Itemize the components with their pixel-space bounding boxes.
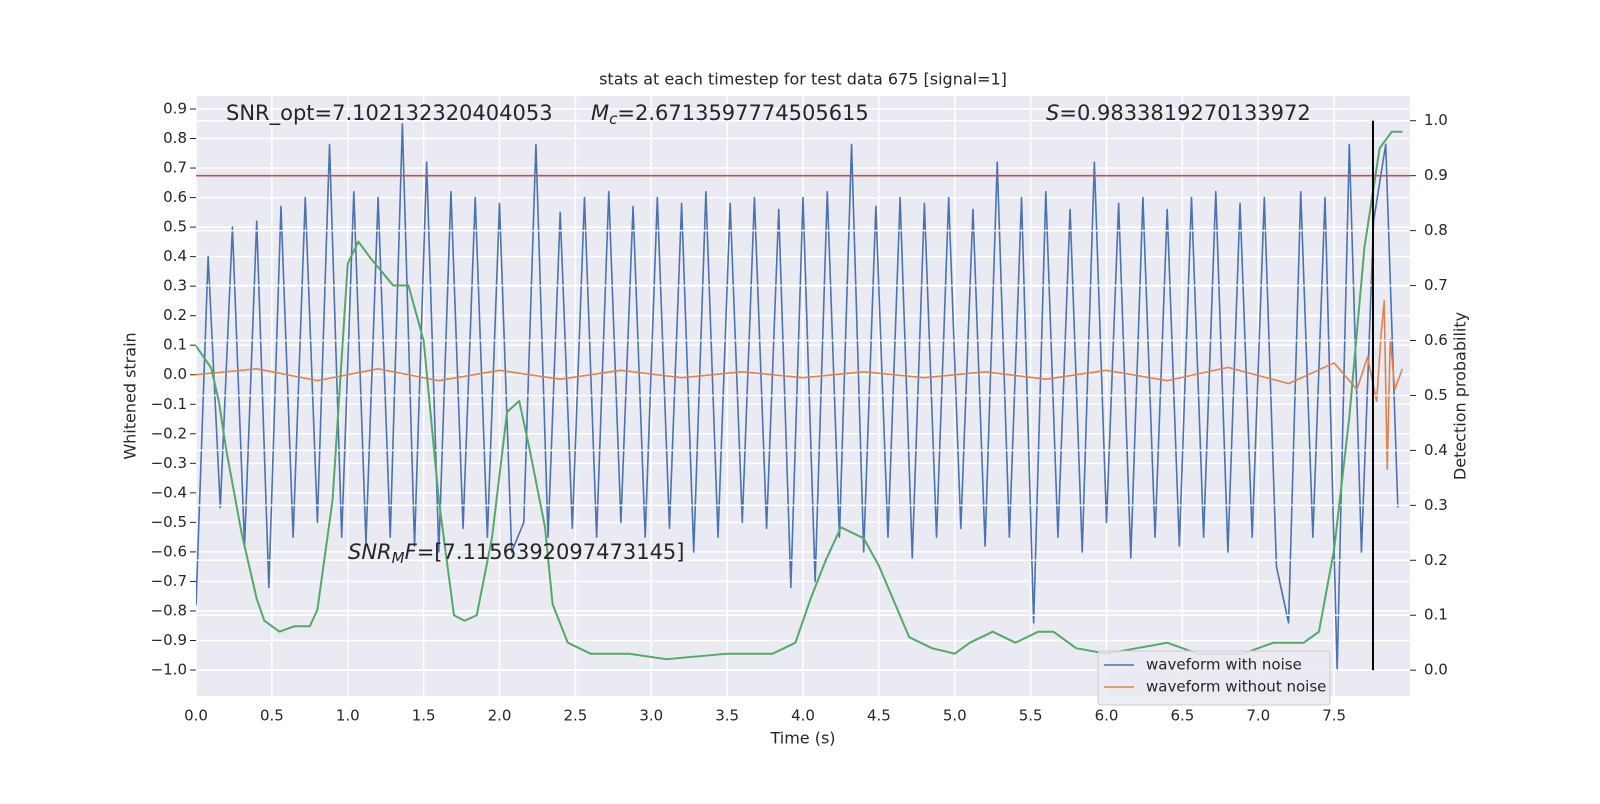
annotation: Mc=2.6713597774505615	[591, 101, 869, 128]
x-tick-label: 6.0	[1095, 707, 1119, 725]
axes: 0.0 0.5 1.0 1.5 2.0 2.5 3.0 3.5 4.0 4.5 5.0 5.5 6.0 6…	[151, 99, 1448, 724]
annotation: SNR_opt=7.102132320404053	[226, 101, 553, 126]
annotation-symbol: SNR	[348, 540, 392, 564]
y-tick-label: −0.3	[151, 454, 187, 472]
x-tick-label: 3.0	[639, 707, 663, 725]
annotation: S=0.9833819270133972	[1046, 101, 1311, 125]
annotation-sub: c	[609, 110, 618, 128]
x-tick-label: 7.0	[1246, 707, 1270, 725]
plot-top	[196, 120, 1410, 671]
y-tick-label: −1.0	[151, 661, 187, 679]
y-tick-label: −0.7	[151, 572, 187, 590]
y-tick-label: 0.9	[163, 99, 187, 117]
y2-tick-label: 0.7	[1424, 276, 1448, 294]
series-line	[196, 122, 1399, 671]
chart-title: stats at each timestep for test data 675…	[599, 70, 1007, 89]
legend-label: waveform without noise	[1146, 678, 1326, 696]
series-line	[196, 130, 1403, 661]
legend: waveform with noise waveform without nois…	[1097, 650, 1331, 706]
x-tick-label: 1.0	[336, 707, 360, 725]
y-tick-label: 0.4	[163, 247, 187, 265]
annotation: SNRMF=[7.1156392097473145]	[348, 540, 684, 567]
y2-tick-label: 0.9	[1424, 166, 1448, 184]
y2-axis-label: Detection probability	[1451, 312, 1470, 480]
y-tick-label: 0.3	[163, 277, 187, 295]
y2-tick-label: 1.0	[1424, 111, 1448, 129]
annotation-symbol: S	[1046, 101, 1059, 125]
y-tick-label: −0.8	[151, 601, 187, 619]
annotation-symbol: F	[405, 540, 418, 564]
y-tick-label: −0.2	[151, 424, 187, 442]
annotation-symbol: M	[591, 101, 609, 125]
plot-data	[196, 122, 1404, 671]
y-axis-label: Whitened strain	[121, 332, 140, 459]
x-tick-label: 3.5	[715, 707, 739, 725]
y2-tick-label: 0.4	[1424, 441, 1448, 459]
y-tick-label: 0.8	[163, 129, 187, 147]
x-tick-label: 2.5	[563, 707, 587, 725]
x-tick-label: 5.5	[1019, 707, 1043, 725]
annotation-text: =2.6713597774505615	[617, 101, 868, 125]
legend-label: waveform with noise	[1146, 656, 1302, 674]
y-tick-label: 0.7	[163, 159, 187, 177]
x-tick-label: 0.0	[184, 707, 208, 725]
y-tick-label: −0.6	[151, 542, 187, 560]
y-tick-label: 0.6	[163, 188, 187, 206]
legend-box	[1097, 650, 1331, 706]
y2-tick-label: 0.6	[1424, 331, 1448, 349]
x-tick-label: 7.5	[1322, 707, 1346, 725]
y-tick-label: −0.9	[151, 631, 187, 649]
series-line	[196, 300, 1404, 471]
x-tick-label: 4.0	[791, 707, 815, 725]
x-tick-label: 4.5	[867, 707, 891, 725]
x-tick-label: 1.5	[412, 707, 436, 725]
y2-tick-label: 0.5	[1424, 386, 1448, 404]
x-tick-label: 2.0	[488, 707, 512, 725]
y-tick-label: −0.5	[151, 513, 187, 531]
y-tick-label: −0.1	[151, 395, 187, 413]
annotation-text: =0.9833819270133972	[1059, 101, 1310, 125]
x-tick-label: 5.0	[943, 707, 967, 725]
y2-tick-label: 0.3	[1424, 496, 1448, 514]
annotation-text: =[7.1156392097473145]	[417, 540, 685, 564]
y-tick-label: 0.5	[163, 218, 187, 236]
y-tick-label: 0.2	[163, 306, 187, 324]
x-tick-label: 0.5	[260, 707, 284, 725]
y2-tick-label: 0.1	[1424, 606, 1448, 624]
y2-tick-label: 0.8	[1424, 221, 1448, 239]
y2-tick-label: 0.0	[1424, 661, 1448, 679]
x-tick-label: 6.5	[1170, 707, 1194, 725]
y2-tick-label: 0.2	[1424, 551, 1448, 569]
y-tick-label: 0.0	[163, 365, 187, 383]
annotation-sub: M	[392, 549, 405, 567]
x-axis-label: Time (s)	[769, 729, 835, 748]
y-tick-label: 0.1	[163, 336, 187, 354]
y-tick-label: −0.4	[151, 483, 187, 501]
